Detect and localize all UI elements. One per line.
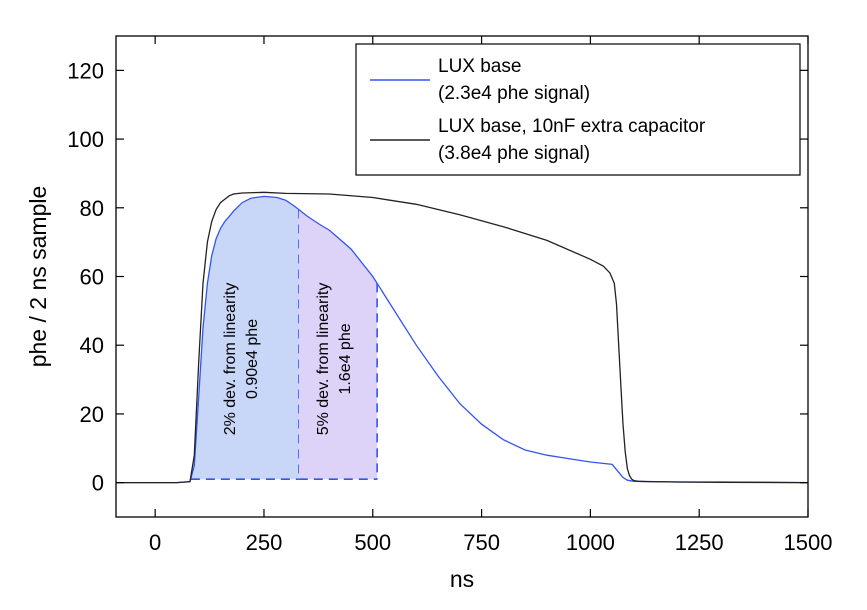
x-tick-label: 250	[246, 530, 283, 555]
region-labels: 2% dev. from linearity 0.90e4 phe 5% dev. …	[222, 283, 354, 436]
x-tick-label: 0	[149, 530, 161, 555]
region-fill-region5	[298, 209, 378, 480]
region-label-region2-line1: 2% dev. from linearity	[222, 283, 239, 436]
axis-ticks: 0 250 500 750 1000 1250 1500 0 20 40 60 80 100 120	[67, 36, 832, 555]
legend: LUX base (2.3e4 phe signal) LUX base, 10nF…	[355, 43, 801, 176]
x-tick-label: 1250	[675, 530, 724, 555]
region-label-region5-line2: 1.6e4 phe	[337, 323, 354, 394]
y-tick-label: 0	[92, 471, 104, 496]
x-tick-label: 750	[463, 530, 500, 555]
shaded-regions	[190, 196, 378, 481]
region-label-region2-line2: 0.90e4 phe	[244, 319, 261, 399]
legend-label-black: LUX base, 10nF extra capacitor	[438, 116, 706, 137]
y-tick-label: 100	[67, 127, 104, 152]
y-tick-label: 80	[80, 196, 104, 221]
legend-sublabel-black: (3.8e4 phe signal)	[438, 143, 590, 164]
legend-sublabel-blue: (2.3e4 phe signal)	[438, 83, 590, 104]
y-tick-label: 20	[80, 402, 104, 427]
y-axis-label: phe / 2 ns sample	[25, 186, 51, 368]
x-axis-label: ns	[450, 566, 474, 592]
legend-box	[355, 43, 801, 176]
region-fill-region2	[190, 196, 299, 480]
y-tick-label: 120	[67, 58, 104, 83]
legend-label-blue: LUX base	[438, 56, 521, 77]
series-lines	[116, 191, 809, 484]
x-tick-label: 1000	[566, 530, 615, 555]
x-tick-label: 1500	[784, 530, 833, 555]
region-label-region5-line1: 5% dev. from linearity	[315, 283, 332, 436]
x-tick-label: 500	[354, 530, 391, 555]
series-line-black	[116, 191, 809, 484]
y-tick-label: 60	[80, 265, 104, 290]
series-line-blue	[116, 195, 809, 484]
y-tick-label: 40	[80, 333, 104, 358]
